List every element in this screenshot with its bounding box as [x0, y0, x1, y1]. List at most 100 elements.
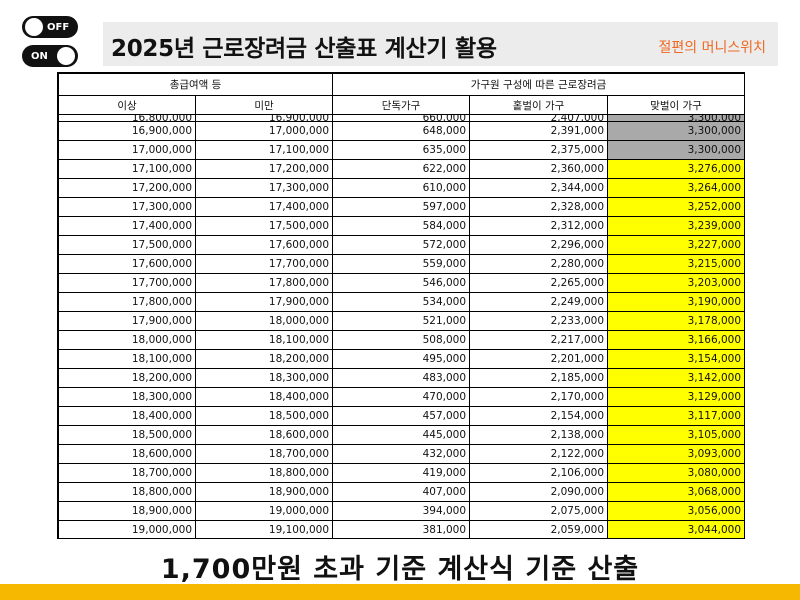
table-cell: 18,600,000 — [194, 425, 334, 445]
table-cell: 2,233,000 — [469, 311, 609, 331]
table-cell: 18,800,000 — [58, 482, 196, 502]
col-header-min: 이상 — [58, 95, 196, 115]
table-row: 17,200,000 17,300,000 610,000 2,344,000 3,26… — [58, 178, 744, 198]
table-cell: 18,000,000 — [58, 330, 196, 350]
table-row: 18,600,000 18,700,000 432,000 2,122,000 3,09… — [58, 444, 744, 464]
table-cell: 3,300,000 — [607, 114, 744, 122]
on-label: ON — [31, 50, 48, 62]
table-cell: 18,900,000 — [194, 482, 334, 502]
table-cell: 534,000 — [332, 292, 471, 312]
table-cell: 572,000 — [332, 235, 471, 255]
table-cell: 2,185,000 — [469, 368, 609, 388]
table-cell: 2,138,000 — [469, 425, 609, 445]
table-cell: 18,800,000 — [194, 463, 334, 483]
table-cell: 18,500,000 — [194, 406, 334, 426]
table-cell: 17,400,000 — [194, 197, 334, 217]
col-header-single-earner: 홑벌이 가구 — [469, 95, 609, 115]
table-cell: 610,000 — [332, 178, 471, 198]
table-cell: 622,000 — [332, 159, 471, 179]
table-cell: 18,300,000 — [58, 387, 196, 407]
table-cell: 2,122,000 — [469, 444, 609, 464]
table-cell: 483,000 — [332, 368, 471, 388]
bottom-caption: 1,700만원 초과 기준 계산식 기준 산출 — [160, 554, 640, 585]
table-cell: 18,100,000 — [58, 349, 196, 369]
table-cell: 3,203,000 — [607, 273, 744, 293]
table-row: 18,000,000 18,100,000 508,000 2,217,000 3,16… — [58, 330, 744, 350]
table-cell: 3,117,000 — [607, 406, 744, 426]
off-label: OFF — [47, 21, 70, 33]
table-cell: 2,360,000 — [469, 159, 609, 179]
table-cell: 584,000 — [332, 216, 471, 236]
table-row-partial: 16,800,000 16,900,000 660,000 2,407,000 … — [58, 114, 744, 122]
table-cell: 3,093,000 — [607, 444, 744, 464]
table-row: 18,400,000 18,500,000 457,000 2,154,000 3,11… — [58, 406, 744, 426]
table-row: 17,900,000 18,000,000 521,000 2,233,000 3,17… — [58, 311, 744, 331]
table-cell: 19,000,000 — [58, 520, 196, 538]
table-cell: 18,000,000 — [194, 311, 334, 331]
table-cell: 3,142,000 — [607, 368, 744, 388]
table-cell: 2,059,000 — [469, 520, 609, 538]
table-body: 16,800,000 16,900,000 660,000 2,407,000 … — [58, 114, 744, 538]
table-cell: 18,100,000 — [194, 330, 334, 350]
table-cell: 17,000,000 — [58, 140, 196, 160]
table-cell: 470,000 — [332, 387, 471, 407]
table-cell: 2,090,000 — [469, 482, 609, 502]
brand-label: 절편의 머니스위치 — [658, 40, 767, 56]
table-cell: 445,000 — [332, 425, 471, 445]
table-cell: 2,106,000 — [469, 463, 609, 483]
table-cell: 2,075,000 — [469, 501, 609, 521]
table-cell: 3,056,000 — [607, 501, 744, 521]
table-cell: 508,000 — [332, 330, 471, 350]
table-row: 17,100,000 17,200,000 622,000 2,360,000 3,27… — [58, 159, 744, 179]
table-cell: 2,391,000 — [469, 121, 609, 141]
table-cell: 17,200,000 — [194, 159, 334, 179]
table-cell: 18,400,000 — [58, 406, 196, 426]
table-cell: 2,265,000 — [469, 273, 609, 293]
table-cell: 17,400,000 — [58, 216, 196, 236]
table-cell: 3,227,000 — [607, 235, 744, 255]
table-cell: 432,000 — [332, 444, 471, 464]
table-cell: 3,239,000 — [607, 216, 744, 236]
table-cell: 17,300,000 — [58, 197, 196, 217]
table-cell: 2,407,000 — [469, 114, 609, 122]
table-cell: 2,170,000 — [469, 387, 609, 407]
toggle-knob — [25, 18, 43, 36]
table-row: 18,800,000 18,900,000 407,000 2,090,000 3,06… — [58, 482, 744, 502]
eitc-table-container: 총급여액 등 가구원 구성에 따른 근로장려금 이상 미만 단독가구 홑벌이 가… — [57, 72, 745, 539]
title-bar: 2025년 근로장려금 산출표 계산기 활용 절편의 머니스위치 — [103, 22, 778, 66]
table-cell: 648,000 — [332, 121, 471, 141]
table-cell: 3,080,000 — [607, 463, 744, 483]
table-cell: 2,296,000 — [469, 235, 609, 255]
on-toggle-icon[interactable]: ON — [22, 45, 78, 67]
table-cell: 17,500,000 — [58, 235, 196, 255]
table-cell: 17,900,000 — [194, 292, 334, 312]
table-cell: 17,200,000 — [58, 178, 196, 198]
table-cell: 2,154,000 — [469, 406, 609, 426]
table-row: 19,000,000 19,100,000 381,000 2,059,000 3,04… — [58, 520, 744, 538]
table-cell: 2,249,000 — [469, 292, 609, 312]
table-cell: 16,900,000 — [58, 121, 196, 141]
table-cell: 3,105,000 — [607, 425, 744, 445]
table-cell: 495,000 — [332, 349, 471, 369]
table-cell: 559,000 — [332, 254, 471, 274]
table-cell: 17,500,000 — [194, 216, 334, 236]
off-toggle-icon[interactable]: OFF — [22, 16, 78, 38]
table-cell: 2,217,000 — [469, 330, 609, 350]
table-cell: 19,100,000 — [194, 520, 334, 538]
table-cell: 381,000 — [332, 520, 471, 538]
table-cell: 18,600,000 — [58, 444, 196, 464]
table-row: 18,900,000 19,000,000 394,000 2,075,000 3,05… — [58, 501, 744, 521]
table-cell: 2,312,000 — [469, 216, 609, 236]
table-row: 18,500,000 18,600,000 445,000 2,138,000 3,10… — [58, 425, 744, 445]
table-cell: 2,344,000 — [469, 178, 609, 198]
table-row: 16,900,000 17,000,000 648,000 2,391,000 3,30… — [58, 121, 744, 141]
table-cell: 419,000 — [332, 463, 471, 483]
toggle-knob — [57, 47, 75, 65]
table-cell: 17,600,000 — [58, 254, 196, 274]
table-cell: 18,500,000 — [58, 425, 196, 445]
table-cell: 17,700,000 — [194, 254, 334, 274]
table-cell: 18,200,000 — [58, 368, 196, 388]
table-cell: 18,200,000 — [194, 349, 334, 369]
table-cell: 3,190,000 — [607, 292, 744, 312]
table-cell: 3,154,000 — [607, 349, 744, 369]
